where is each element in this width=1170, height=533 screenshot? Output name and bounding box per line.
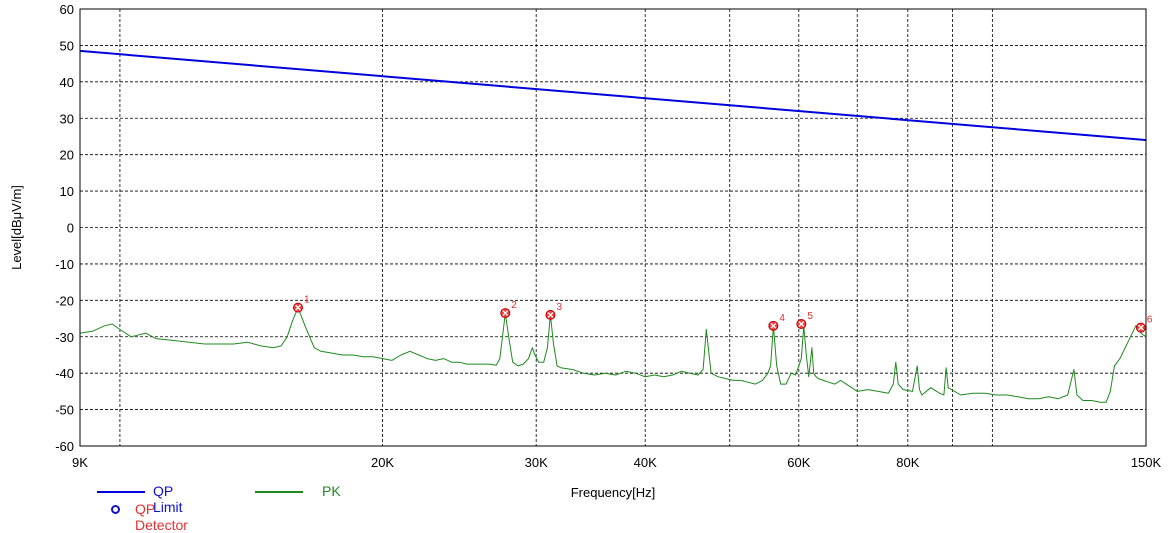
series xyxy=(79,49,1147,403)
y-tick-label: -20 xyxy=(55,293,74,308)
y-tick-label: 0 xyxy=(67,221,74,236)
x-axis-label: Frequency[Hz] xyxy=(571,485,656,500)
y-tick-labels: 60 50 40 30 20 10 0 -10 -20 -30 -40 -50 -60 xyxy=(55,2,74,454)
x-tick-label: 9K xyxy=(72,455,88,470)
peak-marker-label: 3 xyxy=(556,302,562,313)
peak-marker: 6 xyxy=(1135,315,1153,333)
x-tick-label: 150K xyxy=(1131,455,1162,470)
peak-marker-cross xyxy=(798,321,805,327)
peak-marker: 2 xyxy=(500,300,517,319)
y-tick-label: 10 xyxy=(60,184,74,199)
x-tick-label: 40K xyxy=(634,455,657,470)
markers: 1 2 3 4 5 6 xyxy=(293,295,1153,333)
y-tick-label: 30 xyxy=(60,111,74,126)
legend-qp-detector-label: QP Detector xyxy=(135,501,188,533)
peak-marker-label: 6 xyxy=(1147,315,1153,326)
legend-pk-label: PK xyxy=(322,483,341,499)
peak-marker-cross xyxy=(547,311,554,318)
peak-marker: 3 xyxy=(545,302,562,320)
legend-pk-line xyxy=(255,491,303,493)
x-tick-label: 20K xyxy=(371,455,394,470)
y-tick-label: -40 xyxy=(55,366,74,381)
x-tick-label: 80K xyxy=(896,455,919,470)
peak-marker-label: 1 xyxy=(304,295,310,306)
peak-marker-cross xyxy=(1137,324,1144,331)
legend-qp-limit-label: QP Limit xyxy=(153,483,183,515)
y-tick-label: 60 xyxy=(60,2,74,17)
y-tick-label: -30 xyxy=(55,330,74,345)
peak-marker-cross xyxy=(295,304,301,311)
x-tick-label: 30K xyxy=(525,455,548,470)
x-tick-label: 60K xyxy=(787,455,810,470)
peak-marker-cross xyxy=(502,310,509,317)
x-tick-labels: 9K 20K 30K 40K 60K 80K 150K xyxy=(72,455,1161,470)
peak-marker: 1 xyxy=(293,295,310,313)
y-tick-label: -60 xyxy=(55,439,74,454)
grid xyxy=(80,8,1146,447)
y-tick-label: 40 xyxy=(60,75,74,90)
y-tick-label: 20 xyxy=(60,148,74,163)
plot-frame xyxy=(79,8,1147,447)
y-tick-label: -50 xyxy=(55,403,74,418)
peak-marker-cross xyxy=(770,322,777,329)
y-tick-label: 50 xyxy=(60,38,74,53)
legend-qp-limit-line xyxy=(97,491,145,493)
peak-marker: 5 xyxy=(796,311,813,330)
y-tick-label: -10 xyxy=(55,257,74,272)
qp-limit-line xyxy=(79,49,1147,142)
pk-trace xyxy=(79,307,1147,403)
peak-marker-label: 4 xyxy=(779,313,785,324)
peak-marker-label: 2 xyxy=(511,300,517,311)
peak-marker: 4 xyxy=(768,313,785,331)
legend-qp-detector-icon xyxy=(111,505,120,514)
y-axis-label: Level[dBμV/m] xyxy=(9,185,24,270)
peak-marker-label: 5 xyxy=(807,311,813,322)
